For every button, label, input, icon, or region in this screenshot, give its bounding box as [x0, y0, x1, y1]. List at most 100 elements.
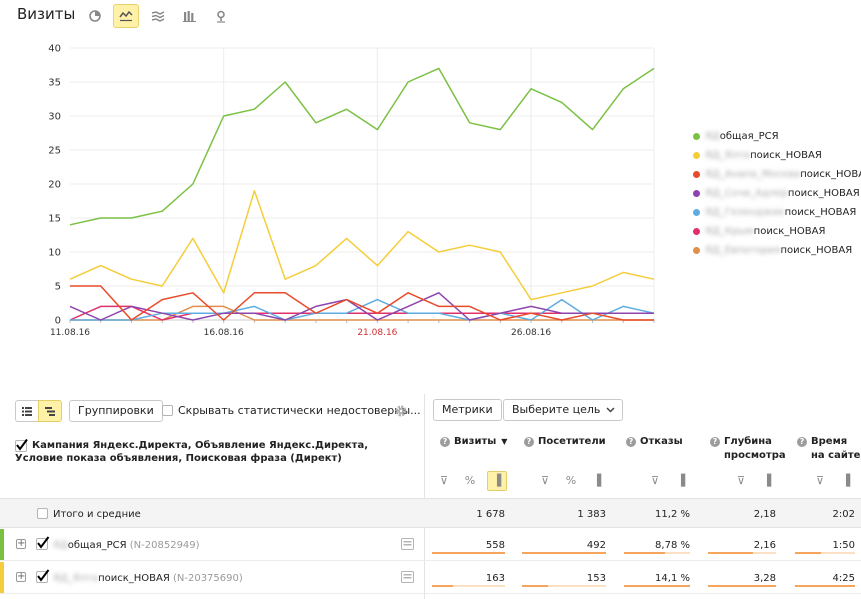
value-bar-fill [432, 585, 454, 587]
question-icon[interactable]: ? [440, 437, 450, 447]
column-header[interactable]: ? Отказы [626, 435, 683, 449]
column-label: Отказы [640, 436, 683, 447]
campaign-report-icon[interactable] [401, 571, 414, 583]
y-tick-label: 20 [48, 180, 61, 191]
series-line [69, 305, 654, 321]
value-bar-fill [708, 585, 776, 587]
legend-dot [693, 133, 700, 140]
bar-chart-mini-icon[interactable]: ▐ [676, 474, 686, 487]
filter-icon[interactable]: ⊽ [736, 474, 746, 487]
filter-icon[interactable]: ⊽ [439, 474, 449, 487]
legend-item[interactable]: ЯД_Геленджикпоиск_НОВАЯ [692, 204, 861, 223]
column-divider [424, 394, 425, 599]
row-name[interactable]: ЯД_Ялтапоиск_НОВАЯ (N-20375690) [53, 573, 243, 584]
tree-view-button[interactable] [38, 400, 62, 422]
legend-label: ЯДобщая_РСЯ [705, 128, 779, 145]
legend-label-name: поиск_НОВАЯ [800, 169, 861, 180]
groupings-button[interactable]: Группировки [69, 400, 163, 422]
gear-icon [395, 405, 407, 417]
goal-select[interactable]: Выберите цель [503, 399, 624, 421]
legend-dot [693, 190, 700, 197]
bar-chart-mini-icon[interactable]: ▐ [841, 474, 851, 487]
table-header: Кампания Яндекс.Директа, Объявление Янде… [0, 427, 861, 497]
legend-item[interactable]: ЯД_Крымпоиск_НОВАЯ [692, 223, 861, 242]
legend-item[interactable]: ЯД_Ялтапоиск_НОВАЯ [692, 147, 861, 166]
question-icon[interactable]: ? [524, 437, 534, 447]
cell-visits: 558 [485, 540, 505, 551]
column-header[interactable]: ? Визиты ▼ [440, 435, 507, 449]
settings-button[interactable] [394, 403, 408, 422]
line-chart: 0 5 10 15 20 25 30 35 40 11.08.16 16.08.16 21.08.16… [48, 44, 655, 338]
percent-icon[interactable]: % [464, 474, 476, 487]
value-bar [432, 585, 505, 587]
bar-chart-mini-icon[interactable]: ▐ [592, 474, 602, 487]
checkbox-checked-icon[interactable] [36, 569, 50, 583]
bar-chart-mini-icon[interactable]: ▐ [762, 474, 772, 487]
legend-label-name: поиск_НОВАЯ [753, 226, 826, 237]
table-row: + ЯДобщая_РСЯ (N-20852949) 558 492 8,78 % 2,1… [0, 529, 861, 561]
column-tools: ⊽ ▐ [797, 473, 855, 489]
campaign-report-icon[interactable] [401, 538, 414, 550]
value-bar [522, 552, 606, 554]
series-line [70, 285, 654, 321]
row-name-prefix: ЯД_Ялта [53, 573, 99, 584]
tree-icon [45, 406, 55, 416]
question-icon[interactable]: ? [797, 437, 807, 447]
question-icon[interactable]: ? [626, 437, 636, 447]
legend-label-prefix: ЯД [705, 131, 720, 142]
total-checkbox[interactable] [37, 508, 48, 519]
column-label: Время [811, 436, 848, 447]
row-name-text: поиск_НОВАЯ [98, 573, 170, 584]
legend-label-name: поиск_НОВАЯ [750, 150, 822, 161]
row-name[interactable]: ЯДобщая_РСЯ (N-20852949) [53, 540, 200, 551]
line-chart-button[interactable] [113, 4, 139, 28]
column-header[interactable]: ? Время на сайте [797, 435, 860, 463]
column-time: ? Время на сайте ⊽ ▐ [797, 427, 860, 497]
legend-label: ЯД_Ялтапоиск_НОВАЯ [705, 147, 822, 164]
dimension-title: Кампания Яндекс.Директа, Объявление Янде… [15, 439, 415, 465]
bar-chart-button[interactable] [176, 4, 202, 28]
value-bar-fill [795, 585, 855, 587]
percent-icon[interactable]: % [565, 474, 577, 487]
question-icon[interactable]: ? [710, 437, 720, 447]
legend-label-prefix: ЯД_Анапа_Москва [705, 169, 801, 180]
hide-unreliable-checkbox[interactable] [162, 405, 173, 416]
column-header[interactable]: ? Глубина просмотра [710, 435, 786, 463]
column-tools: ⊽% ▐ [524, 473, 606, 489]
x-tick-label: 21.08.16 [357, 328, 397, 338]
legend-item[interactable]: ЯДобщая_РСЯ [692, 128, 861, 147]
expand-row-button[interactable]: + [16, 571, 26, 582]
legend-item[interactable]: ЯД_Сочи_Адлерпоиск_НОВАЯ [692, 185, 861, 204]
dimension-title-text: Кампания Яндекс.Директа, Объявление Янде… [15, 440, 369, 464]
column-label: Визиты [454, 436, 497, 447]
column-visits: ? Визиты ▼ ⊽% ▐ [440, 427, 507, 497]
legend-label-name: поиск_НОВАЯ [784, 207, 857, 218]
area-chart-button[interactable] [145, 4, 171, 28]
filter-icon[interactable]: ⊽ [815, 474, 825, 487]
value-bar-fill [432, 552, 505, 554]
legend-item[interactable]: ЯД_Анапа_Москвапоиск_НОВАЯ [692, 166, 861, 185]
pie-chart-button[interactable] [82, 4, 108, 28]
y-tick-label: 30 [48, 112, 61, 123]
map-button[interactable] [208, 4, 234, 28]
metrics-button[interactable]: Метрики [433, 399, 502, 421]
value-bar-fill [624, 585, 690, 587]
legend-label-prefix: ЯД_Ялта [705, 150, 751, 161]
legend-item[interactable]: ЯД_Евпаторияпоиск_НОВАЯ [692, 242, 861, 261]
column-header[interactable]: ? Посетители [524, 435, 606, 449]
filter-icon[interactable]: ⊽ [540, 474, 550, 487]
y-tick-label: 35 [48, 78, 61, 89]
line-chart-icon [119, 10, 133, 22]
legend-dot [693, 171, 700, 178]
row-name-prefix: ЯД [53, 540, 68, 551]
chart-legend: ЯДобщая_РСЯ ЯД_Ялтапоиск_НОВАЯ ЯД_Анапа_Мо… [692, 128, 861, 261]
checkbox-checked-icon[interactable] [36, 536, 50, 550]
y-tick-label: 15 [48, 214, 61, 225]
value-bar-fill [708, 552, 753, 554]
list-view-button[interactable] [15, 400, 39, 422]
bar-chart-mini-icon[interactable]: ▐ [487, 471, 507, 491]
filter-icon[interactable]: ⊽ [650, 474, 660, 487]
expand-row-button[interactable]: + [16, 538, 26, 549]
total-visits: 1 678 [476, 509, 505, 520]
legend-label-prefix: ЯД_Сочи_Адлер [705, 188, 788, 199]
